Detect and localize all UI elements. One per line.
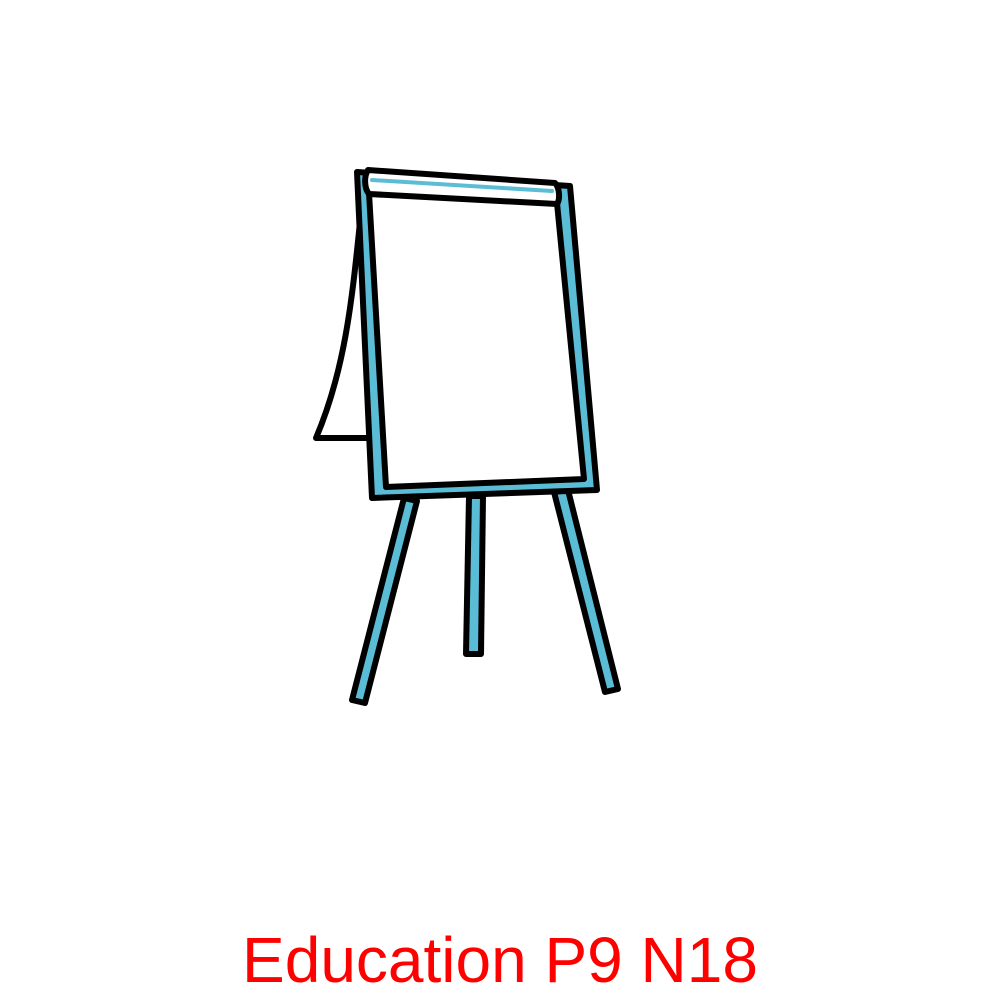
paper-pad xyxy=(366,190,587,490)
caption-label: Education P9 N18 xyxy=(242,924,758,996)
middle-leg xyxy=(463,493,486,657)
back-sheet xyxy=(313,219,373,441)
left-leg xyxy=(349,495,420,706)
right-leg xyxy=(551,487,621,695)
